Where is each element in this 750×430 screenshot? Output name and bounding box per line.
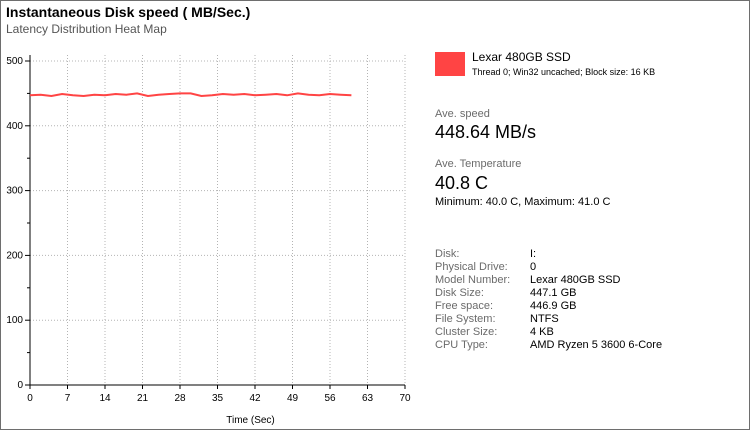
disk-info-table: Disk: I: Physical Drive: 0 Model Number: Le… xyxy=(435,248,662,352)
info-row-free-space: Free space: 446.9 GB xyxy=(435,300,662,313)
y-tick-label: 200 xyxy=(6,250,23,261)
ave-temp-value: 40.8 C xyxy=(435,173,489,193)
info-row-model-number: Model Number: Lexar 480GB SSD xyxy=(435,274,662,287)
info-key: Cluster Size: xyxy=(435,326,498,338)
info-value: 447.1 GB xyxy=(530,287,577,299)
info-value: 446.9 GB xyxy=(530,300,577,312)
x-tick-label: 49 xyxy=(287,393,299,404)
series-line xyxy=(29,92,352,98)
info-row-file-system: File System: NTFS xyxy=(435,313,662,326)
y-tick-label: 300 xyxy=(6,186,23,197)
info-row-disk: Disk: I: xyxy=(435,248,662,261)
x-tick-label: 42 xyxy=(249,393,261,404)
x-tick-label: 21 xyxy=(137,393,149,404)
info-value: 0 xyxy=(530,261,537,273)
info-value: NTFS xyxy=(530,313,559,325)
info-row-physical-drive: Physical Drive: 0 xyxy=(435,261,662,274)
info-row-cluster-size: Cluster Size: 4 KB xyxy=(435,326,662,339)
chart-subtitle: Latency Distribution Heat Map xyxy=(6,22,167,36)
chart-title: Instantaneous Disk speed ( MB/Sec.) xyxy=(6,4,251,20)
info-key: Disk: xyxy=(435,248,460,260)
legend-series-description: Thread 0; Win32 uncached; Block size: 16… xyxy=(472,67,656,77)
ave-speed-label: Ave. speed xyxy=(435,108,490,120)
info-value: Lexar 480GB SSD xyxy=(530,274,621,286)
y-tick-label: 400 xyxy=(6,121,23,132)
x-tick-label: 28 xyxy=(174,393,186,404)
ave-speed-value: 448.64 MB/s xyxy=(435,122,537,142)
x-axis-label: Time (Sec) xyxy=(226,415,275,426)
info-key: Free space: xyxy=(435,300,494,312)
info-row-disk-size: Disk Size: 447.1 GB xyxy=(435,287,662,300)
x-tick-label: 7 xyxy=(65,393,71,404)
info-row-cpu-type: CPU Type: AMD Ryzen 5 3600 6-Core xyxy=(435,339,662,352)
y-tick-label: 500 xyxy=(6,56,23,67)
x-tick-label: 0 xyxy=(27,393,33,404)
ave-temp-label: Ave. Temperature xyxy=(435,158,522,170)
x-tick-label: 70 xyxy=(399,393,411,404)
info-value: 4 KB xyxy=(530,326,554,338)
info-key: Physical Drive: xyxy=(435,261,508,273)
temp-minmax: Minimum: 40.0 C, Maximum: 41.0 C xyxy=(435,196,611,208)
legend-series-name: Lexar 480GB SSD xyxy=(472,50,571,64)
x-tick-label: 35 xyxy=(212,393,224,404)
info-value: AMD Ryzen 5 3600 6-Core xyxy=(530,339,663,351)
x-tick-label: 63 xyxy=(362,393,374,404)
x-tick-label: 14 xyxy=(99,393,111,404)
info-key: Model Number: xyxy=(435,274,511,286)
info-key: CPU Type: xyxy=(435,339,488,351)
y-tick-label: 0 xyxy=(17,380,23,391)
x-tick-label: 56 xyxy=(324,393,336,404)
info-key: Disk Size: xyxy=(435,287,484,299)
info-value: I: xyxy=(530,248,537,260)
y-tick-label: 100 xyxy=(6,315,23,326)
legend-swatch xyxy=(435,52,465,76)
info-key: File System: xyxy=(435,313,496,325)
